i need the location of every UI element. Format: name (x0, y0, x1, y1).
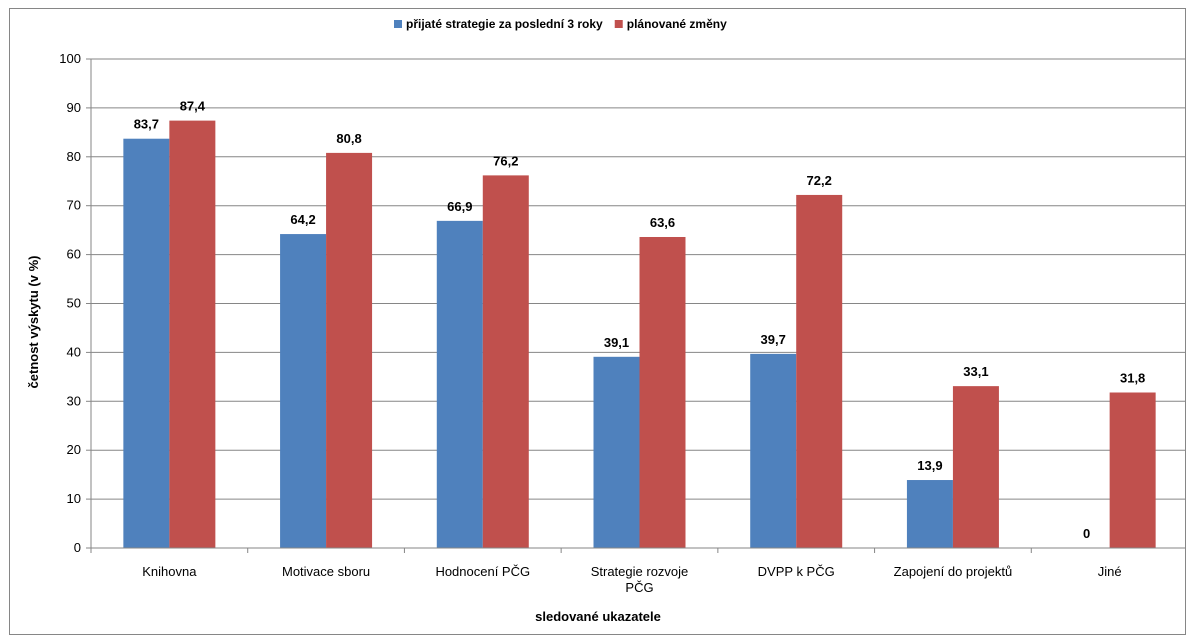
y-tick-label: 10 (67, 491, 81, 506)
y-tick-label: 90 (67, 100, 81, 115)
legend-swatch (394, 20, 402, 28)
bar (280, 234, 327, 548)
chart-frame: přijaté strategie za poslední 3 roky plán… (9, 8, 1189, 635)
bar-chart: přijaté strategie za poslední 3 roky plán… (26, 17, 1189, 624)
bar (169, 120, 216, 548)
data-label: 64,2 (290, 212, 315, 227)
data-label: 39,1 (604, 335, 629, 350)
y-tick-label: 50 (67, 296, 81, 311)
y-tick-label: 60 (67, 247, 81, 262)
bar (123, 138, 170, 548)
x-tick-label: Zapojení do projektů (894, 564, 1013, 579)
y-tick-label: 40 (67, 344, 81, 359)
chart-title-strip (0, 0, 1194, 8)
bar (750, 353, 797, 548)
data-label: 0 (1083, 526, 1090, 541)
legend-label: přijaté strategie za poslední 3 roky (406, 17, 603, 31)
y-tick-label: 20 (67, 442, 81, 457)
x-tick-label: Strategie rozvoje PČG (591, 564, 689, 595)
data-label: 76,2 (493, 153, 518, 168)
data-label: 63,6 (650, 215, 675, 230)
data-label: 72,2 (807, 173, 832, 188)
y-tick-label: 0 (74, 540, 81, 555)
data-label: 13,9 (917, 458, 942, 473)
x-tick-label: Knihovna (142, 564, 197, 579)
x-tick-label: Jiné (1098, 564, 1122, 579)
bar (906, 480, 953, 548)
data-label: 39,7 (761, 332, 786, 347)
bar (436, 220, 483, 548)
legend-swatch (614, 20, 623, 28)
legend-label: plánované změny (627, 17, 727, 31)
y-axis-label: četnost výskytu (v %) (26, 256, 41, 389)
data-label: 33,1 (963, 364, 988, 379)
data-label: 87,4 (180, 99, 206, 114)
y-tick-label: 70 (67, 198, 81, 213)
x-tick-label: DVPP k PČG (758, 564, 835, 579)
bar (593, 356, 640, 548)
bar (1109, 392, 1156, 548)
data-labels: 83,7 87,4 64,2 80,8 66,9 76,2 39,1 63,6 39,7 72,2… (134, 99, 1146, 541)
data-label: 31,8 (1120, 370, 1145, 385)
bar (952, 386, 999, 548)
y-tick-label: 80 (67, 149, 81, 164)
y-tick-label: 100 (59, 51, 81, 66)
data-label: 83,7 (134, 117, 159, 132)
bar (326, 152, 373, 548)
y-tick-label: 30 (67, 393, 81, 408)
axes: 0 10 20 30 40 50 60 70 80 90 100 Knihovna Motivace s… (59, 51, 1189, 595)
bar (482, 175, 529, 548)
data-label: 80,8 (336, 131, 361, 146)
bar (796, 194, 843, 548)
bar (639, 236, 686, 548)
x-axis-label: sledované ukazatele (535, 609, 661, 624)
x-tick-label: Motivace sboru (282, 564, 370, 579)
bars (123, 120, 1156, 548)
x-tick-label: Hodnocení PČG (435, 564, 530, 579)
data-label: 66,9 (447, 199, 472, 214)
legend: přijaté strategie za poslední 3 roky plán… (394, 17, 727, 31)
